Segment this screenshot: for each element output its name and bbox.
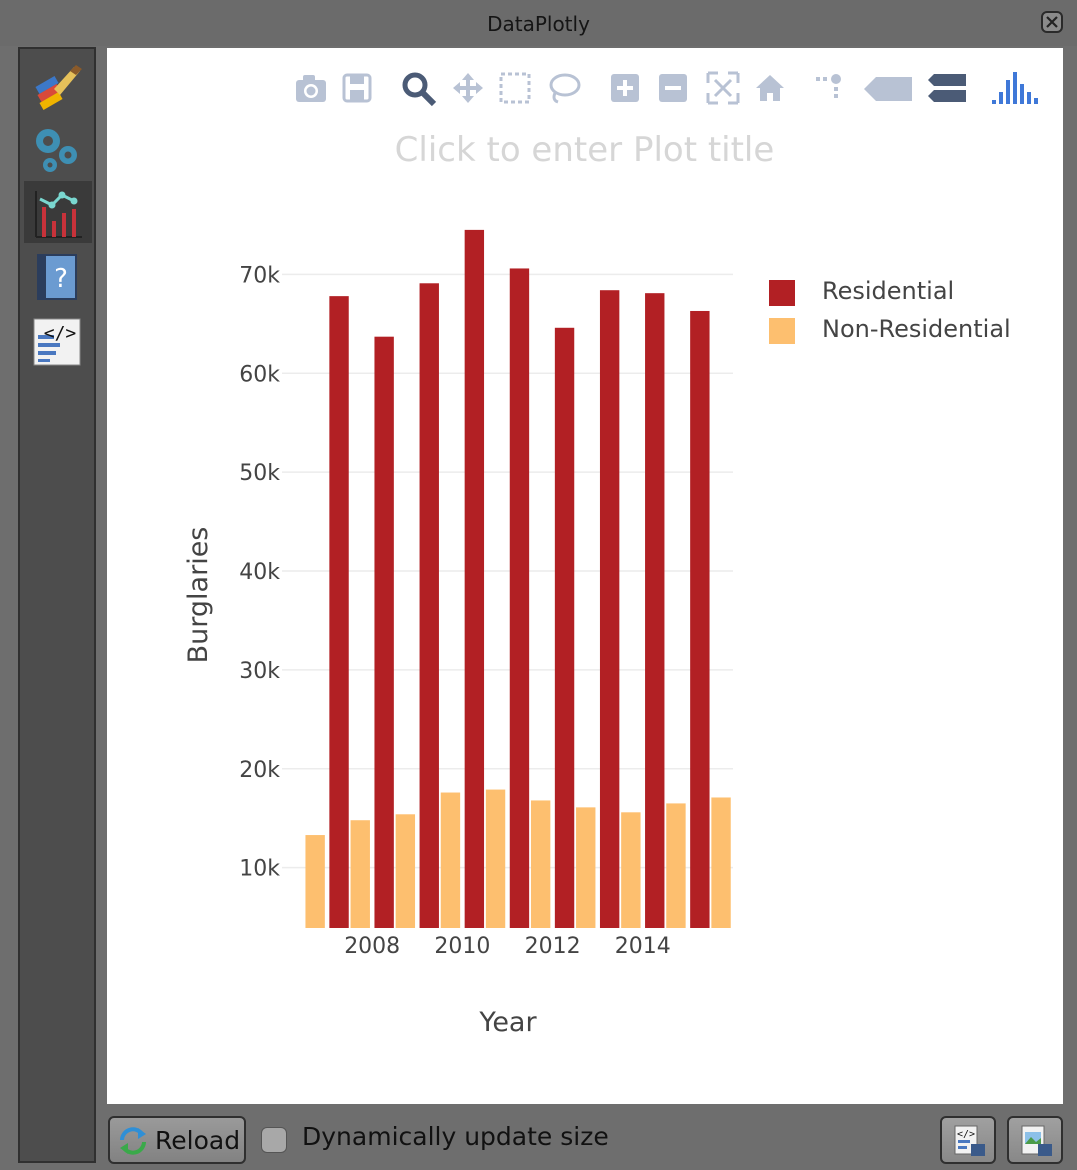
zoom-in-icon[interactable] <box>610 73 640 103</box>
legend-swatch-non-residential <box>769 318 795 344</box>
bar-residential-2015 <box>690 310 710 929</box>
y-tick-label: 10k <box>239 857 280 882</box>
legend-label-residential: Residential <box>822 277 955 305</box>
y-tick-label: 50k <box>239 461 280 486</box>
paint-brush-icon <box>35 65 82 110</box>
bar-non-residential-2010 <box>485 789 506 928</box>
autoscale-icon[interactable] <box>706 71 740 105</box>
plot-title[interactable]: Click to enter Plot title <box>394 130 775 170</box>
export-html-icon: </> <box>954 1125 985 1156</box>
sidebar-item-properties[interactable] <box>24 55 92 117</box>
bar-residential-2007 <box>329 296 349 929</box>
reload-label: Reload <box>155 1126 241 1155</box>
box-select-icon[interactable] <box>499 72 531 104</box>
x-tick-label: 2012 <box>525 934 581 959</box>
gears-icon <box>36 129 77 172</box>
svg-text:</>: </> <box>957 1129 975 1140</box>
legend-label-non-residential: Non-Residential <box>822 315 1011 343</box>
help-book-icon: ? <box>37 254 77 300</box>
zoom-out-icon[interactable] <box>658 73 688 103</box>
export-image-button[interactable] <box>1007 1116 1063 1164</box>
reload-button[interactable]: Reload <box>108 1116 246 1164</box>
reload-icon <box>120 1127 146 1155</box>
x-axis-title: Year <box>478 1007 537 1038</box>
reset-axes-icon[interactable] <box>754 72 786 104</box>
bar-residential-2012 <box>554 327 575 929</box>
bar-residential-2008 <box>374 336 394 929</box>
window-title: DataPlotly <box>487 12 590 36</box>
hover-compare-icon[interactable] <box>926 72 968 104</box>
bar-non-residential-2013 <box>621 812 641 928</box>
sidebar: ? </> <box>18 47 96 1163</box>
legend-swatch-residential <box>769 280 795 306</box>
plot-icon <box>35 191 82 238</box>
sidebar-item-help[interactable]: ? <box>24 245 92 307</box>
y-tick-label: 70k <box>239 263 280 288</box>
x-tick-label: 2008 <box>344 934 400 959</box>
save-icon[interactable] <box>341 72 373 104</box>
bar-residential-2014 <box>645 293 665 928</box>
x-tick-label: 2014 <box>615 934 671 959</box>
bar-non-residential-2006 <box>305 835 325 928</box>
dynamic-size-label: Dynamically update size <box>302 1122 609 1151</box>
camera-icon[interactable] <box>294 72 328 104</box>
y-tick-label: 30k <box>239 659 280 684</box>
spike-lines-icon[interactable] <box>814 72 846 104</box>
sidebar-item-plot[interactable] <box>24 181 92 243</box>
bar-non-residential-2015 <box>711 797 731 928</box>
bar-non-residential-2008 <box>395 814 416 928</box>
svg-text:</>: </> <box>44 323 77 344</box>
x-tick-label: 2010 <box>434 934 490 959</box>
y-tick-label: 60k <box>239 362 280 387</box>
sidebar-item-code[interactable]: </> <box>24 309 92 371</box>
bar-non-residential-2012 <box>576 807 596 928</box>
bar-non-residential-2014 <box>666 803 686 928</box>
zoom-icon[interactable] <box>401 71 437 107</box>
bar-chart: 10k 20k 30k 40k 50k 60k 70k 2008 2010 2012 2014 Yea… <box>183 229 733 1038</box>
bar-residential-2010 <box>464 229 485 928</box>
y-tick-label: 40k <box>239 560 280 585</box>
bar-non-residential-2007 <box>350 820 370 928</box>
bar-residential-2013 <box>599 290 620 929</box>
y-axis-title: Burglaries <box>183 527 214 664</box>
bar-non-residential-2009 <box>440 792 461 928</box>
code-icon: </> <box>33 318 81 366</box>
hover-closest-icon[interactable] <box>862 74 914 104</box>
bar-residential-2009 <box>419 283 439 928</box>
export-image-icon <box>1021 1125 1052 1156</box>
close-button[interactable] <box>1041 11 1063 33</box>
plotly-logo-icon[interactable] <box>990 70 1042 106</box>
lasso-select-icon[interactable] <box>546 72 582 106</box>
pan-icon[interactable] <box>451 71 485 105</box>
svg-text:?: ? <box>54 264 68 294</box>
dynamic-size-checkbox[interactable] <box>261 1127 287 1153</box>
export-html-button[interactable]: </> <box>940 1116 996 1164</box>
bar-residential-2011 <box>509 268 530 928</box>
bar-non-residential-2011 <box>530 800 551 928</box>
close-icon <box>1046 16 1058 28</box>
sidebar-item-settings[interactable] <box>24 117 92 179</box>
y-tick-label: 20k <box>239 758 280 783</box>
title-bar: DataPlotly <box>0 0 1077 46</box>
